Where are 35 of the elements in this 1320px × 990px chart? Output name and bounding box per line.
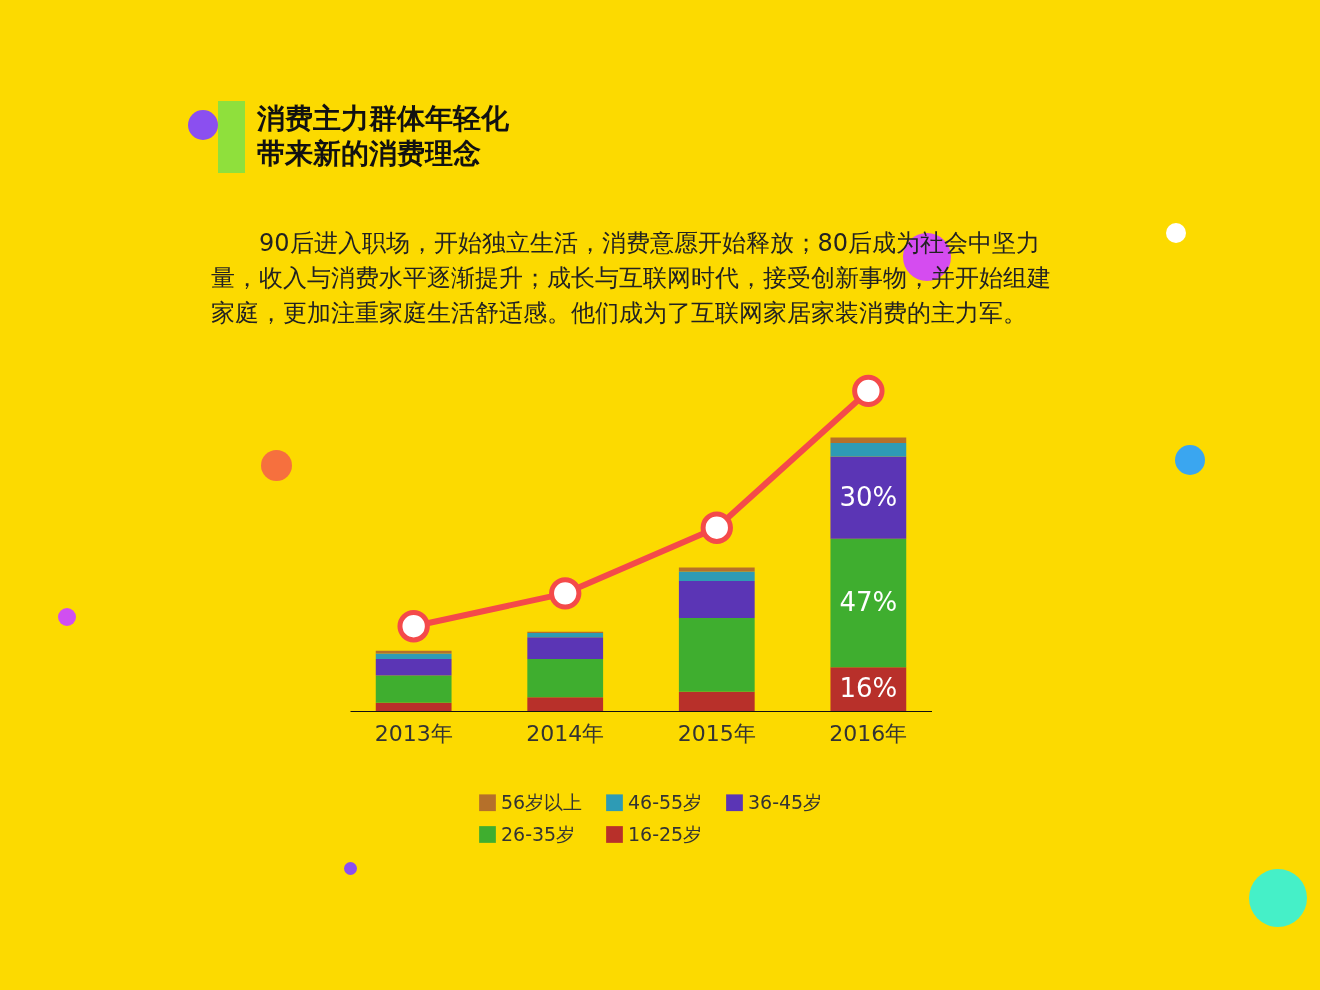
bar xyxy=(830,437,907,443)
bar xyxy=(527,633,604,638)
legend-label: 36-45岁 xyxy=(748,790,823,813)
legend-label: 16-25岁 xyxy=(628,822,703,845)
data-label: 47% xyxy=(839,586,898,617)
bar xyxy=(678,571,755,582)
bar xyxy=(527,697,604,711)
x-tick-label: 2015年 xyxy=(677,720,756,746)
bar xyxy=(678,567,755,572)
bar xyxy=(678,581,755,618)
bar xyxy=(375,675,452,703)
bar xyxy=(375,659,452,676)
x-tick-label: 2014年 xyxy=(526,720,605,746)
bar xyxy=(375,702,452,711)
data-label: 30% xyxy=(839,481,898,512)
point xyxy=(397,610,430,643)
bar xyxy=(830,456,907,539)
point xyxy=(852,374,885,408)
bar xyxy=(375,650,452,654)
bar xyxy=(527,637,604,660)
bar xyxy=(678,617,755,692)
bar xyxy=(830,442,907,457)
chart-title: 消费主力群体年轻化带来新的消费理念 xyxy=(257,101,510,171)
x-tick-label: 2016年 xyxy=(829,720,908,746)
data-label: 16% xyxy=(839,673,898,704)
legend-label: 26-35岁 xyxy=(501,822,576,845)
bar xyxy=(527,659,604,698)
bar xyxy=(678,691,755,711)
x-tick-label: 2013年 xyxy=(374,720,453,746)
legend-label: 56岁以上 xyxy=(501,790,583,813)
bar xyxy=(375,653,452,660)
point xyxy=(549,577,582,610)
legend-label: 46-55岁 xyxy=(628,790,703,813)
point xyxy=(700,511,733,544)
bar xyxy=(830,538,907,668)
